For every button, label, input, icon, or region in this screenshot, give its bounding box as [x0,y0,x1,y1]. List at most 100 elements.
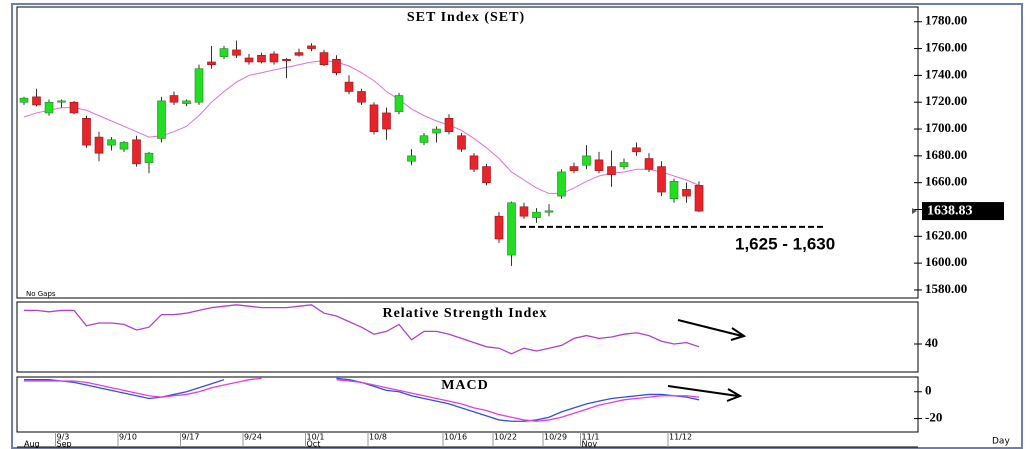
candle-body [569,166,579,171]
last-value-box [922,202,1004,221]
candle-body [357,91,366,103]
month-label: Sep [57,440,72,449]
candle-body [382,112,391,130]
arrowhead [730,327,747,341]
y-tick-label: 1720.00 [925,93,967,108]
candle-body [244,57,254,63]
y-tick-label: 1700.00 [925,120,967,135]
y-tick-label: 1620.00 [925,227,967,242]
candle-body [207,61,216,65]
candle-body [144,152,154,163]
month-label: Aug [24,440,40,449]
last-value-label: 1638.83 [927,203,973,218]
candle-body [507,202,516,256]
indicator-line [24,377,700,422]
candle-body [307,45,316,49]
candle-body [432,128,441,134]
last-value-pointer [912,208,917,215]
candle-body [57,100,66,103]
chart-title: SET Index (SET) [407,10,525,25]
candle-body [82,118,91,146]
candle-body [157,100,166,139]
x-tick-label: 10/1 [307,433,325,442]
macd-panel [16,376,919,433]
candle-body [269,53,279,63]
outer-border [11,3,1023,449]
support-label: 1,625 - 1,630 [735,234,835,253]
month-label: Nov [582,440,598,449]
price-panel [16,6,919,299]
x-tick-label: 10/29 [544,433,567,442]
candle-body [544,210,554,213]
candle-body [532,211,541,218]
x-tick-label: 9/17 [182,433,200,442]
x-tick-label: 9/3 [57,433,70,442]
y-tick-label: 1600.00 [925,254,967,269]
indicator-line [24,304,700,355]
y-tick-label: 1780.00 [925,13,967,28]
candle-body [444,118,454,133]
candle-body [469,155,479,170]
candle-body [457,135,466,150]
arrow [677,319,743,337]
candle-body [344,81,354,92]
rsi-title: Relative Strength Index [382,306,547,321]
candle-body [582,155,591,166]
y-tick-label: 1680.00 [925,147,967,162]
candle-body [182,100,191,104]
candle-body [519,206,529,217]
y-tick-label: 40 [925,335,938,350]
candle-body [644,158,654,170]
candle-body [319,52,329,65]
candle-body [369,104,379,133]
candle-body [394,95,404,112]
candle-body [594,159,604,171]
candle-body [119,142,129,150]
x-tick-label: 11/1 [582,433,600,442]
candle-body [682,189,691,197]
x-tick-label: 10/22 [494,433,517,442]
candle-body [494,215,504,240]
candle-body [407,155,416,162]
sma-line [23,60,700,194]
y-tick-label: 1660.00 [925,174,967,189]
candle-body [657,166,666,193]
arrows [667,319,747,402]
candle-body [19,97,29,103]
x-tick-label: 9/10 [119,433,137,442]
month-label: Oct [307,440,321,449]
candle-body [619,162,629,167]
candle-body [219,48,229,57]
y-tick-label: 1760.00 [925,40,967,55]
x-tick-label: 10/8 [369,433,387,442]
candle-body [32,96,41,106]
candle-body [69,101,79,114]
y-tick-label: 1740.00 [925,66,967,81]
candle-body [669,181,679,200]
y-tick-label: 1580.00 [925,281,967,296]
candle-body [419,135,429,143]
candle-body [332,58,341,74]
arrowhead [726,388,743,402]
candle-body [169,95,179,103]
candle-body [107,139,116,146]
candle-body [294,52,304,56]
candle-body [44,101,54,114]
x-axis-label: Day [992,437,1010,447]
candle-body [194,68,204,103]
x-tick-label: 10/16 [444,433,467,442]
note: No Gaps [26,290,56,298]
candle-body [482,166,491,183]
x-tick-label: 11/12 [669,433,692,442]
candle-body [557,171,566,197]
candle-body [257,54,266,63]
candle-body [232,49,241,56]
candle-body [607,166,616,175]
candle-body [132,139,141,165]
rsi-panel [16,301,919,373]
y-tick-label: 0 [925,383,932,398]
macd-title: MACD [441,378,489,393]
candle-body [632,147,641,153]
candle-body [94,136,104,154]
